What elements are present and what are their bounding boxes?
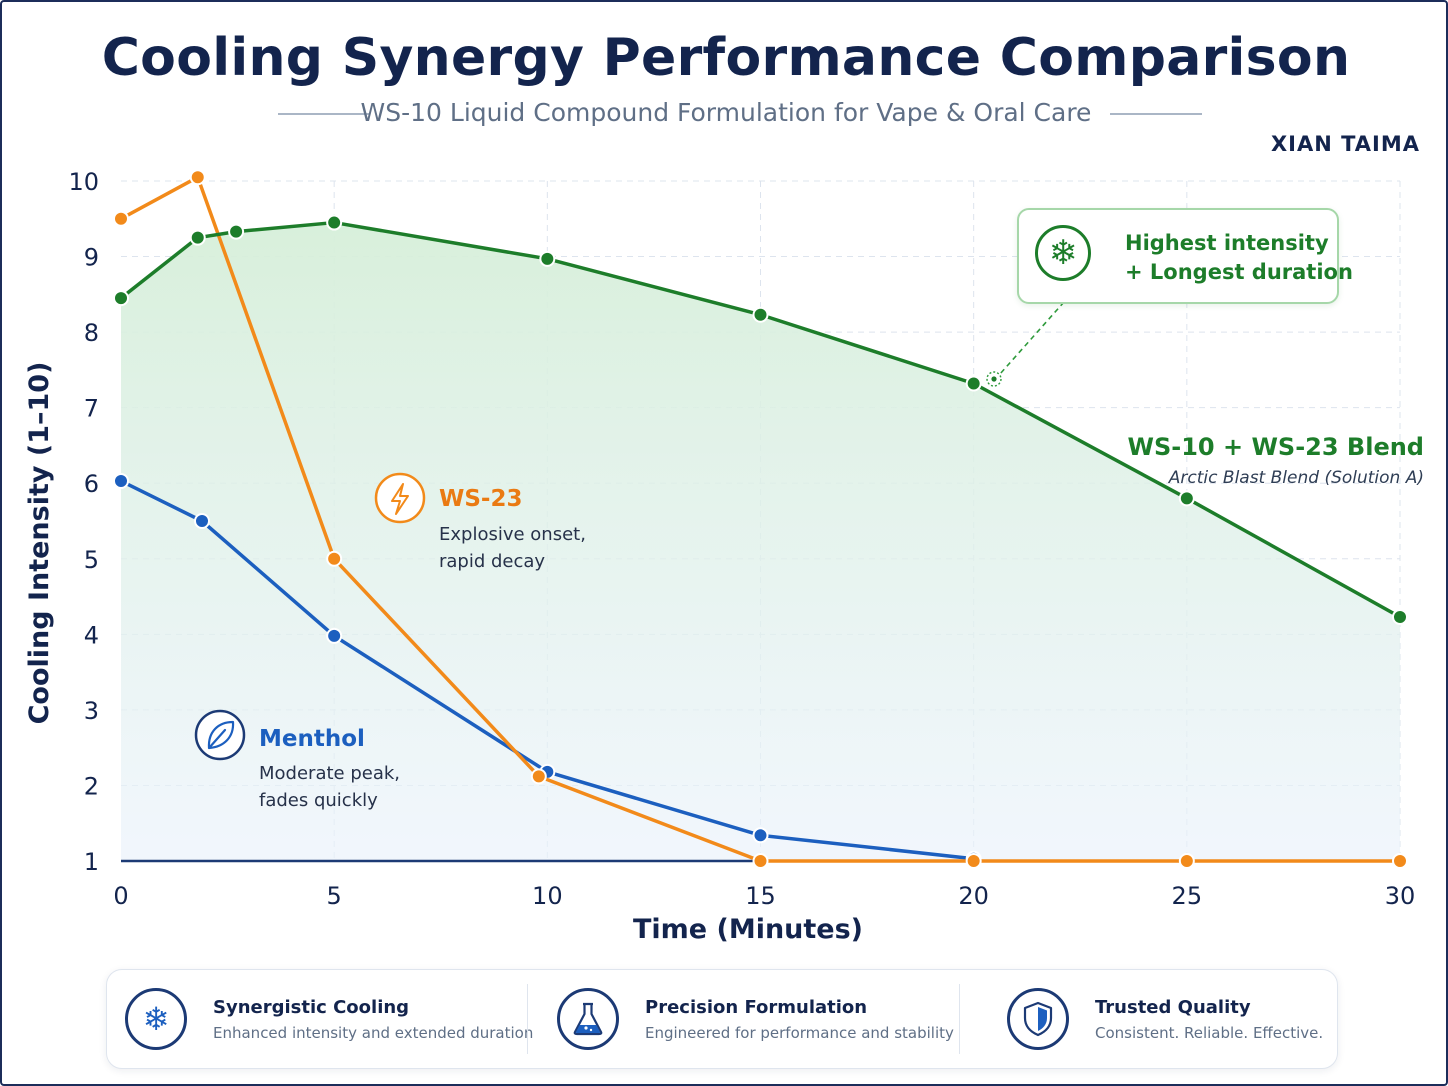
- subtitle-rule-right: [1110, 113, 1202, 115]
- ws23-label: WS-23: [439, 486, 523, 512]
- brand-name: XIAN TAIMA: [1270, 132, 1420, 156]
- menthol-desc-line2: fades quickly: [259, 790, 378, 811]
- leaf-icon: [207, 720, 235, 750]
- feature-synergistic-cooling: ❄ Synergistic Cooling Enhanced intensity…: [107, 970, 533, 1068]
- feature-title: Precision Formulation: [645, 997, 868, 1018]
- menthol-label: Menthol: [259, 726, 365, 752]
- feature-precision-formulation: Precision Formulation Engineered for per…: [539, 970, 959, 1068]
- page-subtitle: WS-10 Liquid Compound Formulation for Va…: [360, 98, 1092, 127]
- data-point-menthol: [752, 827, 769, 844]
- data-point-menthol: [113, 472, 129, 489]
- data-point-ws-10-ws-23-blend: [965, 375, 982, 392]
- series-ws-23: [113, 169, 1408, 869]
- feature-desc: Engineered for performance and stability: [645, 1024, 954, 1042]
- data-point-ws-10-ws-23-blend: [228, 223, 245, 240]
- series-menthol: [113, 472, 982, 867]
- x-tick-label: 20: [958, 882, 989, 910]
- y-tick-label: 4: [84, 621, 99, 649]
- data-point-ws-23: [530, 768, 547, 785]
- data-point-ws-23: [189, 169, 206, 186]
- blend-area-fill: [121, 222, 1400, 862]
- menthol-annotation: Menthol Moderate peak, fades quickly: [194, 709, 400, 811]
- data-point-ws-10-ws-23-blend: [1178, 490, 1195, 507]
- blend-series-label: WS-10 + WS-23 Blend: [1128, 433, 1424, 461]
- data-point-ws-23: [113, 210, 129, 227]
- x-tick-label: 30: [1385, 882, 1416, 910]
- data-point-ws-23: [965, 853, 982, 869]
- data-point-ws-10-ws-23-blend: [539, 250, 556, 267]
- feature-desc: Enhanced intensity and extended duration: [213, 1024, 534, 1042]
- series-line-menthol: [119, 479, 976, 861]
- blend-series-sublabel: Arctic Blast Blend (Solution A): [1168, 468, 1424, 488]
- feature-title: Synergistic Cooling: [213, 997, 410, 1018]
- lightning-icon: [391, 483, 409, 515]
- data-point-ws-23: [1178, 853, 1195, 869]
- feature-desc: Consistent. Reliable. Effective.: [1095, 1024, 1324, 1042]
- feature-bar: ❄ Synergistic Cooling Enhanced intensity…: [106, 969, 1338, 1069]
- x-tick-labels: 0 5 10 15 20 25 30: [113, 882, 1415, 910]
- y-tick-labels: 1 2 3 4 5 6 7 8 9 10: [68, 168, 99, 876]
- series-ws-10-ws-23-blend: [113, 214, 1408, 625]
- y-tick-label: 6: [84, 470, 99, 498]
- callout-target-dot: [991, 376, 997, 382]
- data-point-ws-10-ws-23-blend: [752, 306, 769, 323]
- highlight-callout: ❄ Highest intensity + Longest duration: [1017, 208, 1353, 304]
- x-tick-label: 5: [327, 882, 342, 910]
- snowflake-icon: ❄: [1035, 225, 1091, 281]
- y-tick-label: 5: [84, 546, 99, 574]
- data-point-ws-10-ws-23-blend: [326, 214, 343, 231]
- callout-line1: Highest intensity: [1125, 231, 1329, 255]
- data-point-ws-23: [1392, 853, 1408, 869]
- feature-divider: [527, 984, 528, 1054]
- lightning-icon-badge: [374, 472, 426, 524]
- y-axis-title: Cooling Intensity (1–10): [24, 362, 55, 725]
- data-point-menthol: [194, 513, 211, 529]
- feature-trusted-quality: Trusted Quality Consistent. Reliable. Ef…: [989, 970, 1337, 1068]
- data-point-ws-10-ws-23-blend: [189, 229, 206, 246]
- page-title: Cooling Synergy Performance Comparison: [101, 28, 1351, 88]
- x-tick-label: 15: [745, 882, 776, 910]
- x-tick-label: 25: [1172, 882, 1203, 910]
- y-tick-label: 8: [84, 319, 99, 347]
- data-point-ws-10-ws-23-blend: [1392, 608, 1408, 625]
- subtitle-rule-left: [278, 113, 370, 115]
- ws23-desc-line2: rapid decay: [439, 551, 545, 572]
- y-tick-label: 9: [84, 244, 99, 272]
- data-point-menthol: [326, 627, 343, 644]
- feature-title: Trusted Quality: [1095, 997, 1251, 1018]
- x-tick-label: 0: [113, 882, 128, 910]
- ws23-annotation: WS-23 Explosive onset, rapid decay: [374, 472, 586, 572]
- y-tick-label: 1: [84, 848, 99, 876]
- y-tick-label: 3: [84, 697, 99, 725]
- subtitle-row: WS-10 Liquid Compound Formulation for Va…: [2, 98, 1446, 132]
- menthol-desc-line1: Moderate peak,: [259, 763, 400, 784]
- chart-series: [113, 169, 1408, 869]
- y-tick-label: 10: [68, 168, 99, 196]
- callout-connector: [999, 301, 1065, 375]
- data-point-ws-10-ws-23-blend: [113, 290, 129, 307]
- x-tick-label: 10: [532, 882, 563, 910]
- shield-icon: [1007, 988, 1069, 1050]
- ws23-desc-line1: Explosive onset,: [439, 524, 586, 545]
- data-point-ws-23: [326, 550, 343, 567]
- y-tick-label: 2: [84, 772, 99, 800]
- series-line-ws-23: [119, 175, 1402, 863]
- flask-icon: [557, 988, 619, 1050]
- y-tick-label: 7: [84, 395, 99, 423]
- snowflake-icon: ❄: [125, 988, 187, 1050]
- x-axis-title: Time (Minutes): [633, 914, 863, 945]
- callout-line2: + Longest duration: [1125, 260, 1353, 284]
- data-point-ws-23: [752, 853, 769, 869]
- feature-divider: [959, 984, 960, 1054]
